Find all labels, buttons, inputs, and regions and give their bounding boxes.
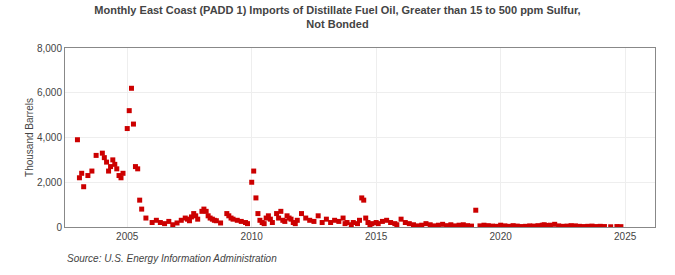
svg-text:8,000: 8,000 [37,43,62,54]
svg-text:2010: 2010 [241,231,264,242]
svg-text:4,000: 4,000 [37,132,62,143]
svg-text:2,000: 2,000 [37,177,62,188]
svg-text:Source: U.S. Energy Informatio: Source: U.S. Energy Information Administ… [67,253,277,264]
svg-text:2020: 2020 [490,231,513,242]
svg-text:Monthly East Coast (PADD 1) Im: Monthly East Coast (PADD 1) Imports of D… [94,4,580,30]
svg-text:0: 0 [56,222,62,233]
svg-text:Thousand Barrels: Thousand Barrels [24,98,35,177]
svg-text:6,000: 6,000 [37,87,62,98]
svg-text:2015: 2015 [365,231,388,242]
svg-text:2025: 2025 [614,231,637,242]
svg-text:2005: 2005 [116,231,139,242]
